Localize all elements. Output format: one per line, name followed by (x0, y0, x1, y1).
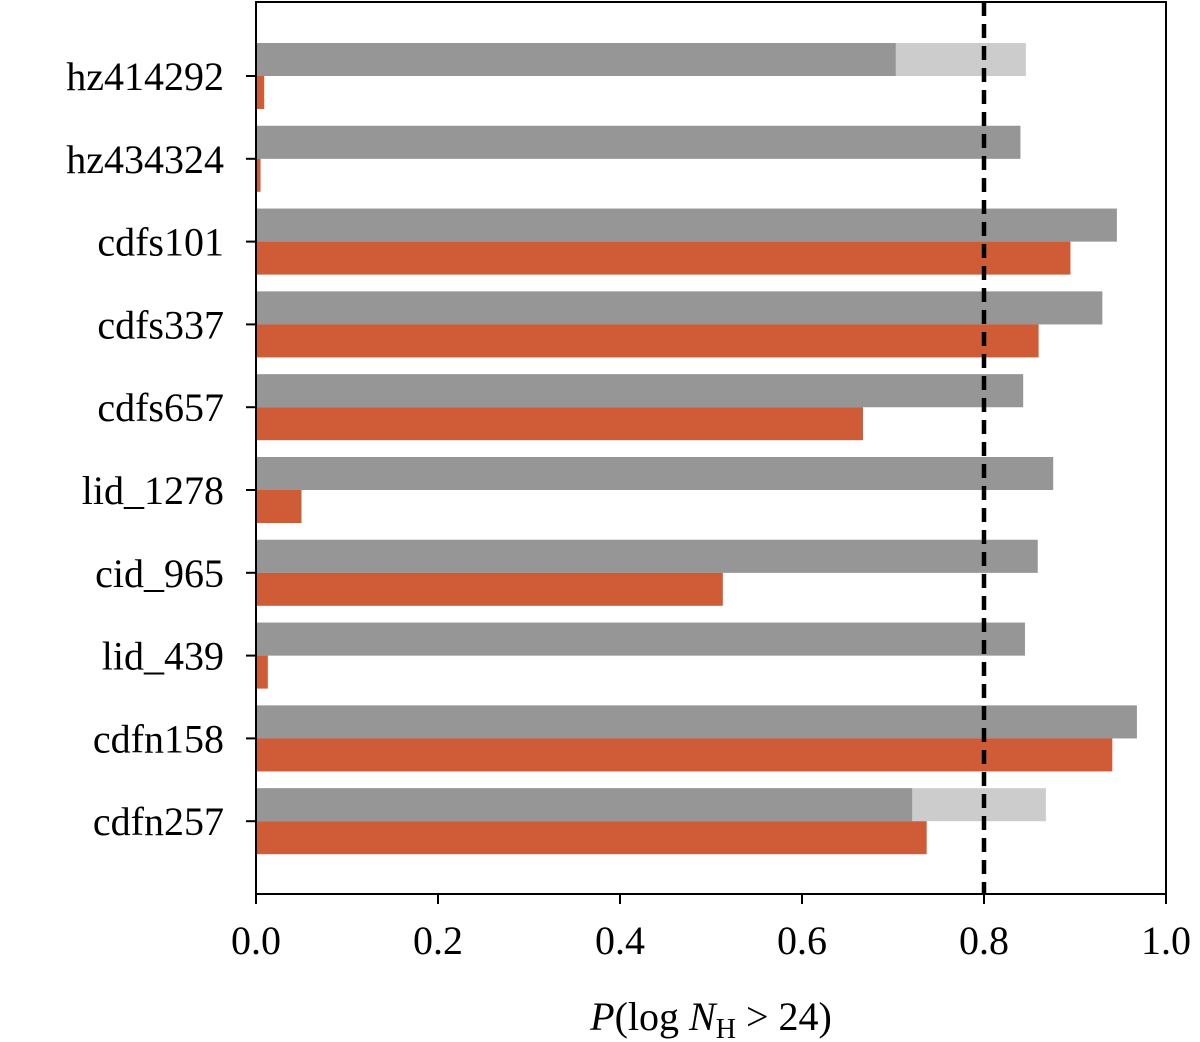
bar-gray-cid_965 (256, 539, 1038, 573)
bar-gray-cdfn257 (256, 788, 913, 822)
x-label-open: (log (615, 994, 689, 1039)
bar-gray-lid_439 (256, 622, 1025, 656)
bar-orange-hz414292 (256, 76, 265, 109)
bar-gray-lid_1278 (256, 457, 1054, 490)
x-tick-label-0.8: 0.8 (959, 918, 1009, 963)
bar-gray-hz414292 (256, 43, 896, 76)
bar-orange-lid_439 (256, 655, 268, 689)
x-tick-label-0.4: 0.4 (595, 918, 645, 963)
plot-frame (255, 1, 1167, 895)
y-axis: hz414292 hz434324 cdfs101 cdfs337 cdfs657 lid… (66, 54, 256, 844)
bar-orange-cdfn257 (256, 821, 927, 855)
y-tick-label-cid_965: cid_965 (95, 551, 224, 596)
bar-gray-cdfn158 (256, 705, 1137, 739)
x-tick-label-1.0: 1.0 (1141, 918, 1191, 963)
x-label-rest: > 24) (736, 994, 832, 1039)
x-label-var: N (688, 994, 718, 1039)
y-tick-label-lid_1278: lid_1278 (82, 468, 224, 513)
x-axis: 0.0 0.2 0.4 0.6 0.8 1.0 (231, 894, 1191, 963)
bar-orange-cdfs101 (256, 241, 1071, 275)
bars-layer (256, 43, 1137, 855)
bar-gray-cdfs101 (256, 208, 1117, 242)
y-tick-label-hz434324: hz434324 (66, 137, 224, 182)
y-tick-label-cdfs657: cdfs657 (97, 385, 224, 430)
bar-orange-cdfn158 (256, 738, 1113, 772)
y-tick-label-cdfs101: cdfs101 (97, 220, 224, 265)
x-label-sub: H (716, 1014, 736, 1042)
bar-orange-cdfs657 (256, 407, 863, 441)
bar-orange-hz434324 (256, 158, 261, 192)
y-tick-label-lid_439: lid_439 (102, 634, 224, 679)
x-axis-label: P(log NH > 24) (589, 994, 832, 1042)
bar-gray-cdfs337 (256, 291, 1103, 325)
x-tick-label-0.0: 0.0 (231, 918, 281, 963)
y-tick-label-cdfn158: cdfn158 (93, 716, 224, 761)
bar-orange-cid_965 (256, 572, 723, 606)
bar-gray-hz434324 (256, 125, 1021, 159)
y-tick-label-cdfn257: cdfn257 (93, 799, 224, 844)
x-tick-label-0.6: 0.6 (777, 918, 827, 963)
bar-gray-cdfs657 (256, 374, 1024, 408)
bar-orange-lid_1278 (256, 490, 302, 523)
bar-orange-cdfs337 (256, 324, 1039, 358)
x-label-prefix: P (589, 994, 614, 1039)
x-tick-label-0.2: 0.2 (413, 918, 463, 963)
y-tick-label-cdfs337: cdfs337 (97, 302, 224, 347)
y-tick-label-hz414292: hz414292 (66, 54, 224, 99)
